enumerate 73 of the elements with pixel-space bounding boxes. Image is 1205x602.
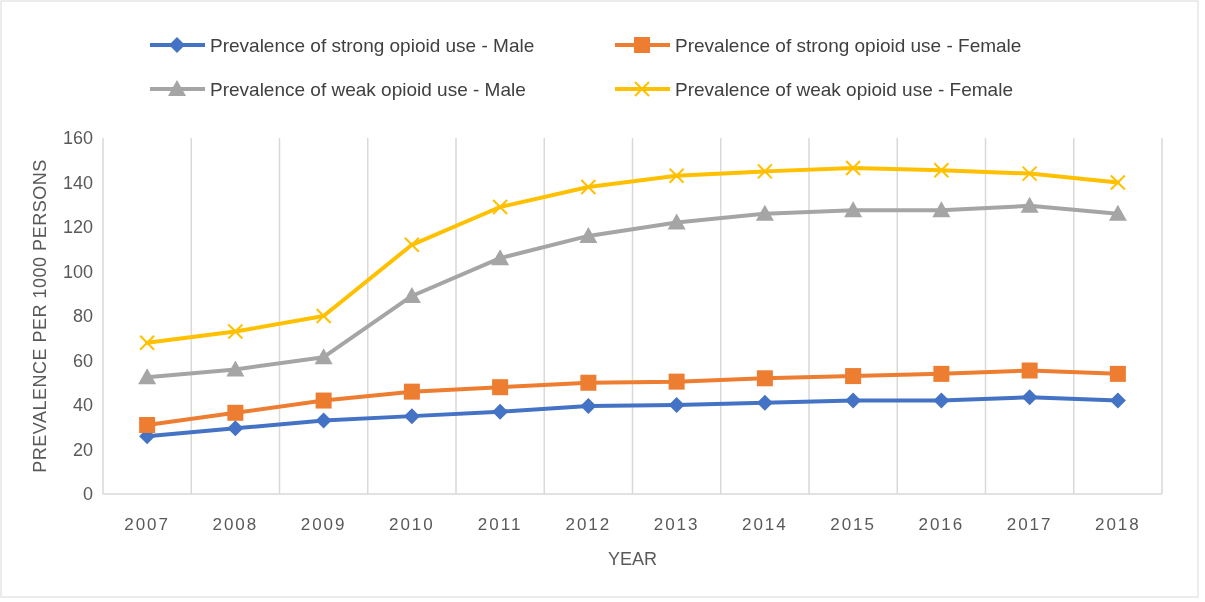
point (580, 374, 597, 391)
point (756, 163, 773, 180)
point (933, 162, 950, 179)
legend-label: Prevalence of weak opioid use - Female (675, 78, 1013, 100)
y-axis-title: PREVALENCE PER 1000 PERSONS (30, 159, 50, 473)
point (756, 370, 773, 387)
x-tick-label: 2013 (653, 515, 700, 534)
point (932, 201, 951, 218)
y-tick-label: 100 (62, 261, 93, 282)
point (668, 167, 685, 184)
point (139, 334, 156, 351)
x-tick-label: 2010 (388, 515, 435, 534)
point (315, 412, 332, 429)
y-tick-label: 40 (72, 395, 93, 416)
x-tick-label: 2012 (565, 515, 612, 534)
point (1108, 204, 1127, 221)
point (314, 348, 333, 365)
y-tick-label: 160 (62, 128, 93, 149)
y-tick-label: 60 (72, 350, 93, 371)
point (227, 323, 244, 340)
legend-label: Prevalence of strong opioid use - Female (675, 34, 1022, 56)
point (139, 417, 156, 434)
point (845, 392, 862, 409)
point (845, 368, 862, 385)
point (227, 420, 244, 437)
point (492, 379, 509, 396)
point (491, 249, 510, 266)
point (668, 397, 685, 413)
x-tick-label: 2009 (300, 515, 347, 534)
x-tick-label: 2008 (212, 515, 259, 534)
point (1109, 365, 1126, 382)
x-tick-label: 2014 (741, 515, 788, 534)
x-tick-label: 2015 (830, 515, 877, 534)
x-tick-label: 2007 (124, 515, 171, 534)
legend-label: Prevalence of strong opioid use - Male (210, 34, 535, 56)
point (1020, 196, 1039, 213)
point (492, 198, 509, 215)
point (492, 403, 509, 420)
point (1021, 389, 1038, 406)
legend-label: Prevalence of weak opioid use - Male (210, 78, 526, 100)
point (933, 392, 950, 409)
point (933, 365, 950, 382)
point (403, 408, 420, 425)
point (668, 373, 685, 390)
point (579, 226, 598, 243)
point (1109, 392, 1126, 409)
point (403, 236, 420, 253)
y-tick-label: 20 (72, 439, 93, 460)
x-tick-label: 2011 (477, 515, 523, 534)
point (845, 160, 862, 177)
x-axis-title: YEAR (607, 549, 658, 569)
point (227, 404, 244, 421)
point (226, 360, 245, 377)
point (580, 178, 597, 195)
point (315, 392, 332, 409)
point (580, 398, 597, 415)
point (755, 204, 774, 221)
y-tick-label: 0 (82, 484, 93, 505)
point (1109, 174, 1126, 191)
y-tick-label: 120 (62, 217, 93, 238)
point (403, 383, 420, 400)
point (138, 368, 157, 385)
x-tick-label: 2018 (1094, 515, 1141, 534)
point (756, 394, 773, 411)
point (667, 213, 686, 230)
y-tick-label: 80 (72, 306, 93, 327)
point (1021, 165, 1038, 182)
x-tick-label: 2017 (1006, 515, 1053, 534)
y-tick-label: 140 (62, 172, 93, 193)
point (315, 308, 332, 324)
point (844, 201, 863, 218)
point (1021, 362, 1038, 379)
x-tick-label: 2016 (918, 515, 965, 534)
